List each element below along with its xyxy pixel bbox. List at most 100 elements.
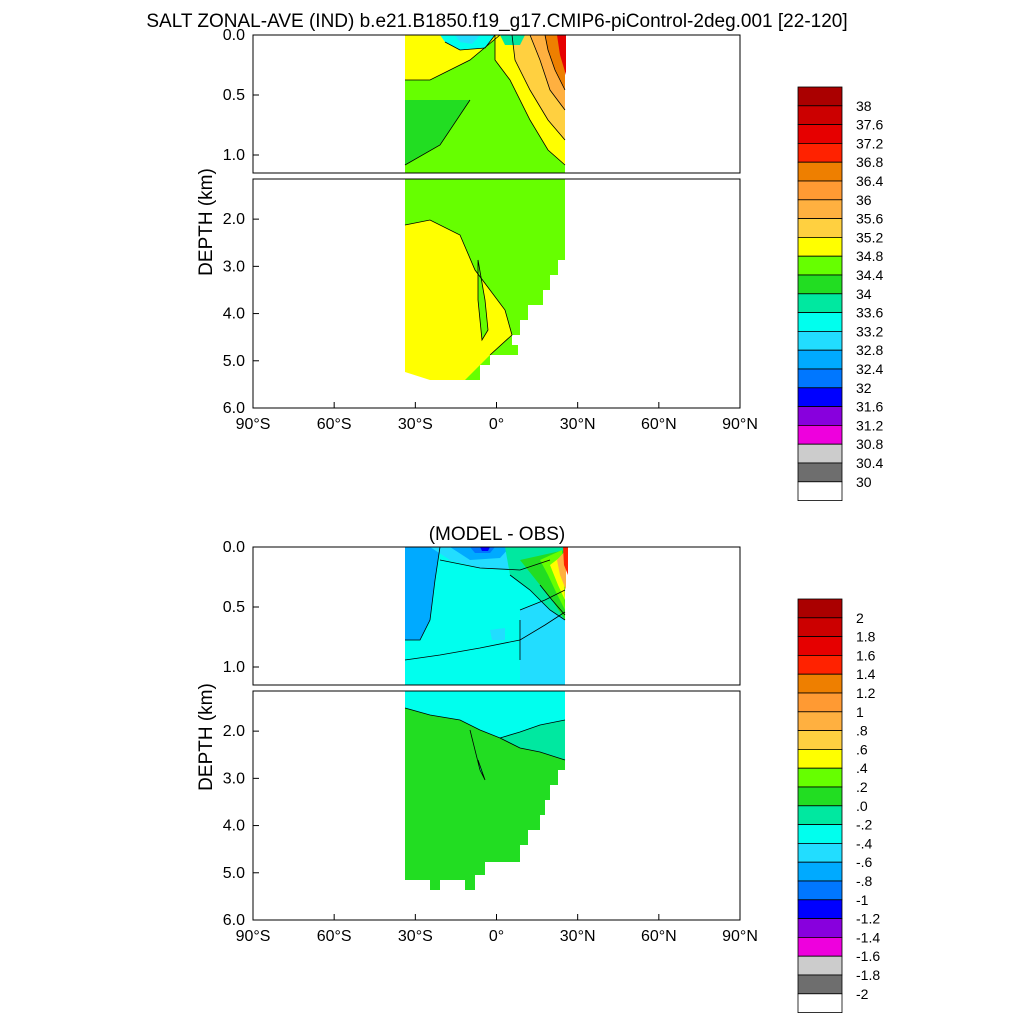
colorbar-swatch — [797, 861, 843, 882]
diff-lower-fill — [405, 691, 565, 890]
colorbar-swatch — [797, 180, 843, 201]
colorbar-label: -1.4 — [856, 929, 880, 945]
colorbar-label: 35.2 — [856, 229, 883, 245]
ytick-label: 0.5 — [223, 87, 245, 104]
ytick-label: 1.0 — [223, 659, 245, 676]
colorbar-label: .0 — [856, 798, 868, 814]
salinity-ylabel: DEPTH (km) — [196, 168, 217, 276]
colorbar-label: 34.8 — [856, 248, 883, 264]
colorbar-swatch — [797, 730, 843, 750]
xtick-label: 90°S — [236, 416, 271, 433]
diff-panel: (MODEL - OBS) — [196, 524, 880, 1013]
colorbar-label: 32.4 — [856, 361, 883, 377]
xtick-label: 0° — [489, 416, 504, 433]
colorbar-label: -.8 — [856, 873, 873, 889]
diff-panel-title: (MODEL - OBS) — [429, 524, 566, 545]
ytick-label: 2.0 — [223, 211, 245, 228]
colorbar-label: 30.8 — [856, 436, 883, 452]
colorbar-swatch — [797, 843, 843, 863]
salinity-upper-contours — [404, 34, 566, 166]
diff-lower-plot — [252, 690, 741, 921]
colorbar-label: 36.4 — [856, 173, 883, 189]
colorbar-swatch — [797, 899, 843, 919]
colorbar-swatch — [797, 443, 843, 464]
ytick-label: 5.0 — [223, 865, 245, 882]
colorbar-swatch — [797, 692, 843, 713]
colorbar-label: 32 — [856, 380, 872, 396]
xtick-label: 60°N — [641, 416, 677, 433]
colorbar-swatch — [797, 406, 843, 426]
diff-lower-contours — [404, 707, 566, 781]
colorbar-swatch — [797, 293, 843, 313]
colorbar-label: -2 — [856, 986, 869, 1002]
colorbar-swatch — [797, 255, 843, 276]
colorbar-label: 1.4 — [856, 666, 876, 682]
xtick-label: 60°N — [641, 928, 677, 945]
colorbar-swatch — [797, 711, 843, 731]
colorbar-swatch — [797, 673, 843, 694]
colorbar-label: 37.2 — [856, 135, 883, 151]
colorbar-swatch — [797, 387, 843, 407]
colorbar-label: 33.6 — [856, 305, 883, 321]
ytick-label: 5.0 — [223, 353, 245, 370]
colorbar-swatch — [797, 349, 843, 370]
colorbar-swatch — [797, 462, 843, 483]
ytick-label: 4.0 — [223, 306, 245, 323]
ytick-label: 4.0 — [223, 818, 245, 835]
salinity-axes: 90°S 60°S 30°S 0° 30°N 60°N 90°N 0.0 0.5 1.0 2.0 3.… — [223, 27, 758, 433]
colorbar-swatch — [797, 824, 843, 844]
salinity-upper-fill — [405, 35, 566, 173]
colorbar-swatch — [797, 805, 843, 825]
colorbar-swatch — [797, 142, 843, 163]
colorbar-label: -1.8 — [856, 967, 880, 983]
colorbar-label: 32.8 — [856, 342, 883, 358]
colorbar-label: 1.8 — [856, 629, 876, 645]
colorbar-label: 36.8 — [856, 154, 883, 170]
colorbar-swatch — [797, 617, 843, 637]
colorbar-label: -1.6 — [856, 948, 880, 964]
colorbar-swatch — [797, 918, 843, 938]
diff-upper-plot — [252, 546, 741, 686]
colorbar-swatch — [797, 655, 843, 675]
salinity-panel: DEPTH (km) 90°S 60°S 30°S 0° 30°N 60°N 90°N 0.0… — [196, 27, 883, 501]
ytick-label: 3.0 — [223, 258, 245, 275]
colorbar-swatch — [797, 786, 843, 807]
diff-upper-fill — [405, 547, 568, 685]
colorbar-swatch — [797, 749, 843, 769]
colorbar-label: 1.2 — [856, 685, 876, 701]
diff-colorbar: 21.81.61.41.21.8.6.4.2.0-.2-.4-.6-.8-1-1… — [797, 598, 880, 1013]
colorbar-label: 34.4 — [856, 267, 883, 283]
colorbar-swatch — [797, 767, 843, 788]
xtick-label: 90°N — [722, 416, 758, 433]
ytick-label: 2.0 — [223, 723, 245, 740]
colorbar-label: 30.4 — [856, 455, 883, 471]
colorbar-swatch — [797, 974, 843, 995]
colorbar-swatch — [797, 161, 843, 182]
colorbar-swatch — [797, 955, 843, 976]
colorbar-label: 30 — [856, 474, 872, 490]
colorbar-swatch — [797, 368, 843, 389]
xtick-label: 0° — [489, 928, 504, 945]
ytick-label: 6.0 — [223, 912, 245, 929]
salinity-colorbar: 38 37.6 37.2 36.8 36.4 36 35.6 35.2 34.8 34.4 34 33… — [797, 86, 883, 501]
colorbar-swatch — [797, 199, 843, 220]
colorbar-label: -1.2 — [856, 911, 880, 927]
colorbar-label: -.6 — [856, 854, 873, 870]
colorbar-label: 35.6 — [856, 211, 883, 227]
colorbar-swatch — [797, 937, 843, 957]
colorbar-label: .8 — [856, 723, 868, 739]
xtick-label: 30°N — [560, 928, 596, 945]
ytick-label: 0.0 — [223, 539, 245, 556]
colorbar-label: -.4 — [856, 835, 873, 851]
colorbar-swatch — [797, 636, 843, 656]
xtick-label: 90°N — [722, 928, 758, 945]
ytick-label: 3.0 — [223, 770, 245, 787]
colorbar-label: .6 — [856, 741, 868, 757]
colorbar-label: -.2 — [856, 817, 873, 833]
colorbar-label: -1 — [856, 892, 869, 908]
xtick-label: 90°S — [236, 928, 271, 945]
salinity-lower-plot — [252, 178, 741, 409]
colorbar-label: .4 — [856, 760, 868, 776]
colorbar-swatch — [797, 218, 843, 238]
xtick-label: 60°S — [317, 928, 352, 945]
